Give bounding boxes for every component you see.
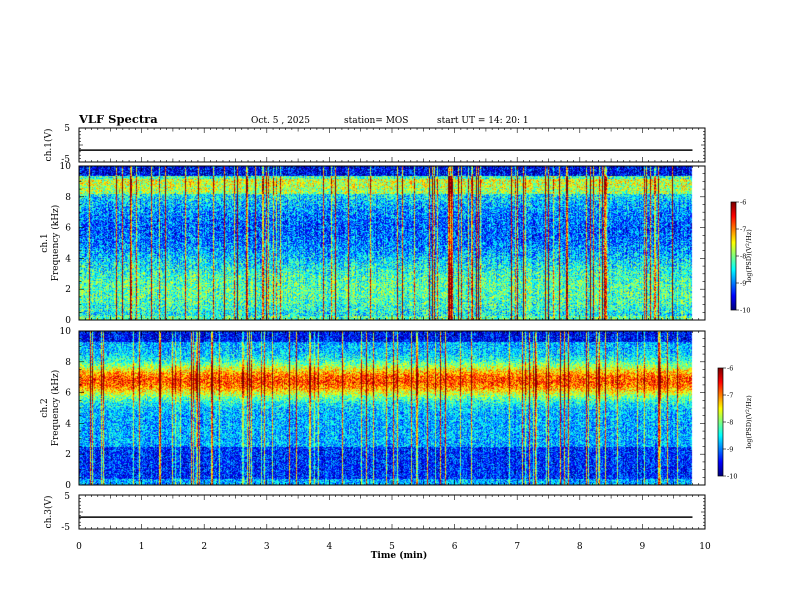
colorbar-tick-label: -9 xyxy=(740,280,746,288)
ch1-spectrogram-ylabel-frequency: Frequency (kHz) xyxy=(50,205,61,282)
x-tick-label: 2 xyxy=(201,542,207,552)
ch2-colorbar: -6 -7 -8 -9 -10 log(PSD)(V2/Hz) xyxy=(717,365,753,481)
ch2-spectrogram-ylabel-channel: ch.2 xyxy=(40,398,50,417)
ch1-spectrogram-panel: 0 2 4 6 8 10 ch.1 Frequency (kHz) xyxy=(40,162,706,326)
colorbar-tick-label: -6 xyxy=(740,199,746,207)
ch2-colorbar-scale xyxy=(718,368,723,476)
y-tick-label: 2 xyxy=(65,285,71,295)
x-tick-label: 5 xyxy=(389,542,395,552)
ch2-spectrogram-heatmap xyxy=(79,331,705,485)
x-tick-label: 3 xyxy=(264,542,270,552)
y-tick-label: 10 xyxy=(60,327,72,337)
x-axis-label: Time (min) xyxy=(371,550,428,561)
y-tick-label: 4 xyxy=(65,254,71,264)
ch1-ytick-top: 5 xyxy=(64,124,70,134)
ch1-colorbar: -6 -7 -8 -9 -10 log(PSD)(V2/Hz) xyxy=(730,199,753,315)
header-date: Oct. 5 , 2025 xyxy=(251,116,310,126)
ch1-voltage-panel: 5 -5 ch.1(V) xyxy=(43,124,706,165)
header-station: station= MOS xyxy=(344,116,408,126)
ch1-colorbar-scale xyxy=(731,202,736,310)
x-tick-label: 0 xyxy=(76,542,82,552)
y-tick-label: 0 xyxy=(65,316,71,326)
y-tick-label: 4 xyxy=(65,419,71,429)
colorbar-tick-label: -7 xyxy=(740,226,746,234)
chart-title: VLF Spectra xyxy=(78,112,158,126)
y-tick-label: 6 xyxy=(65,224,71,234)
ch2-spectrogram-ylabel-frequency: Frequency (kHz) xyxy=(50,370,61,447)
y-tick-label: 8 xyxy=(65,358,71,368)
colorbar-tick-label: -7 xyxy=(727,392,733,400)
ch1-ytick-bottom: -5 xyxy=(61,155,70,165)
x-tick-label: 10 xyxy=(699,542,711,552)
colorbar-tick-label: -8 xyxy=(740,253,746,261)
x-tick-label: 9 xyxy=(640,542,646,552)
y-tick-label: 0 xyxy=(65,481,71,491)
colorbar-tick-label: -10 xyxy=(740,307,750,315)
ch1-spectrogram-ylabel-channel: ch.1 xyxy=(40,233,50,252)
x-tick-label: 4 xyxy=(327,542,333,552)
colorbar-tick-label: -10 xyxy=(727,473,737,481)
y-tick-label: 6 xyxy=(65,389,71,399)
y-tick-label: 2 xyxy=(65,450,71,460)
ch1-spectrogram-heatmap xyxy=(79,166,705,320)
ch3-voltage-panel: 5 -5 ch.3(V) xyxy=(43,492,706,533)
ch1-colorbar-label: log(PSD)(V2/Hz) xyxy=(745,229,753,283)
ch1-voltage-ylabel: ch.1(V) xyxy=(43,129,54,162)
x-tick-label: 1 xyxy=(139,542,145,552)
x-tick-label: 6 xyxy=(452,542,458,552)
x-tick-label: 7 xyxy=(514,542,520,552)
ch3-ytick-top: 5 xyxy=(64,492,70,502)
colorbar-tick-label: -9 xyxy=(727,446,733,454)
y-tick-label: 10 xyxy=(60,162,72,172)
y-tick-label: 8 xyxy=(65,193,71,203)
colorbar-tick-label: -8 xyxy=(727,419,733,427)
header-start-time: start UT = 14: 20: 1 xyxy=(437,116,529,126)
ch3-voltage-ylabel: ch.3(V) xyxy=(43,496,54,529)
ch3-ytick-bottom: -5 xyxy=(61,523,70,533)
ch2-spectrogram-panel: 0 2 4 6 8 10 ch.2 Frequency (kHz) xyxy=(40,327,706,491)
ch2-colorbar-label: log(PSD)(V2/Hz) xyxy=(745,395,753,449)
colorbar-tick-label: -6 xyxy=(727,365,733,373)
x-tick-label: 8 xyxy=(577,542,583,552)
